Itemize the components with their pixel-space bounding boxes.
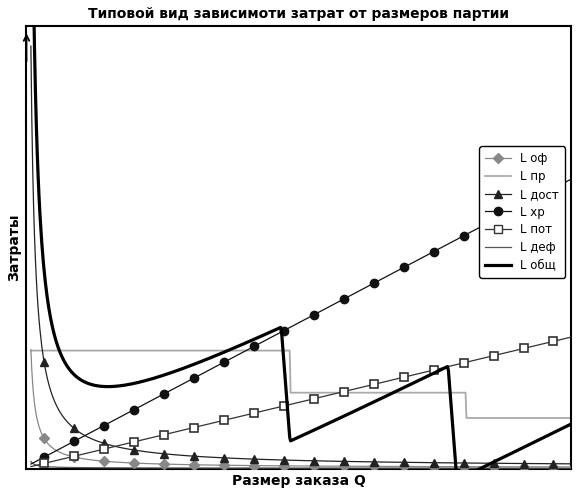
Title: Типовой вид зависимоти затрат от размеров партии: Типовой вид зависимоти затрат от размеро… [88,7,509,21]
Legend: L оф, L пр, L дост, L хр, L пот, L деф, L общ: L оф, L пр, L дост, L хр, L пот, L деф, … [479,147,565,278]
Y-axis label: Затраты: Затраты [7,214,21,281]
X-axis label: Размер заказа Q: Размер заказа Q [232,474,366,488]
